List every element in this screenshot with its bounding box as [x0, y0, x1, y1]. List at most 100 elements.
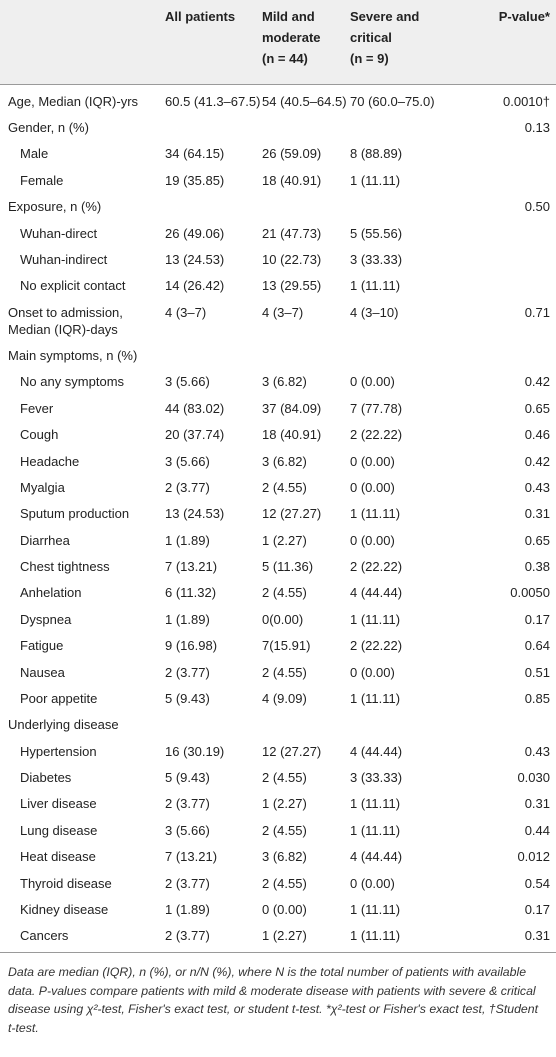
p-value: 0.46 — [524, 427, 550, 443]
row-label: Underlying disease — [8, 717, 119, 733]
header-line: Severe and — [350, 9, 420, 24]
cell: 0 (0.00) — [350, 374, 395, 390]
cell: 3 (5.66) — [165, 822, 210, 838]
cell: 3 (6.82) — [262, 849, 307, 865]
row: Exposure, n (%) 0.50 — [0, 194, 556, 220]
empty-cell — [262, 716, 350, 733]
cell: 1 (11.11) — [350, 506, 401, 522]
cell: 2 (3.77) — [165, 479, 210, 495]
p-value: 0.51 — [524, 664, 550, 680]
p-value: 0.17 — [524, 611, 550, 627]
row: Age, Median (IQR)-yrs 60.5 (41.3–67.5) 54 … — [0, 88, 556, 114]
sub-row: Diarrhea 1 (1.89) 1 (2.27) 0 (0.00) 0.65 — [0, 527, 556, 553]
sub-row: Chest tightness 7 (13.21) 5 (11.36) 2 (22.2… — [0, 553, 556, 579]
p-value: 0.17 — [524, 901, 550, 917]
cell: 1 (11.11) — [350, 822, 401, 838]
header-line: All patients — [165, 9, 236, 24]
row-label: Lung disease — [20, 822, 98, 838]
sub-row: Thyroid disease 2 (3.77) 2 (4.55) 0 (0.00) 0… — [0, 870, 556, 896]
table-header: All patients Mild and moderate (n = 44) Seve… — [0, 0, 556, 85]
sub-row: Female 19 (35.85) 18 (40.91) 1 (11.11) — [0, 167, 556, 193]
cell: 2 (3.77) — [165, 664, 210, 680]
header-line: moderate — [262, 30, 321, 45]
sub-row: Wuhan-indirect 13 (24.53) 10 (22.73) 3 (33.… — [0, 246, 556, 272]
cell: 10 (22.73) — [262, 251, 322, 267]
row: Main symptoms, n (%) — [0, 342, 556, 368]
row-label: Dyspnea — [20, 611, 72, 627]
cell: 5 (9.43) — [165, 690, 210, 706]
row-label: Heat disease — [20, 849, 96, 865]
cell: 3 (33.33) — [350, 770, 403, 786]
cell: 44 (83.02) — [165, 400, 225, 416]
row-label: Fatigue — [20, 638, 64, 654]
row-label: Age, Median (IQR)-yrs — [8, 93, 139, 109]
empty-cell — [350, 716, 447, 733]
p-value: 0.38 — [524, 559, 550, 575]
empty-cell — [262, 119, 350, 136]
cell: 3 (6.82) — [262, 453, 307, 469]
cell: 2 (22.22) — [350, 427, 403, 443]
header-cell: P-value* — [447, 6, 550, 84]
cell: 1 (11.11) — [350, 928, 401, 944]
row-label: Onset to admission, Median (IQR)-days — [8, 304, 123, 337]
row-label: Hypertension — [20, 743, 97, 759]
table-body: Age, Median (IQR)-yrs 60.5 (41.3–67.5) 54 … — [0, 85, 556, 953]
row-label: Headache — [20, 453, 80, 469]
cell: 1 (1.89) — [165, 901, 210, 917]
sub-row: Myalgia 2 (3.77) 2 (4.55) 0 (0.00) 0.43 — [0, 474, 556, 500]
cell: 4 (44.44) — [350, 585, 403, 601]
empty-cell — [447, 251, 550, 268]
cell: 26 (49.06) — [165, 225, 225, 241]
cell: 4 (44.44) — [350, 743, 403, 759]
row-label: Wuhan-direct — [20, 225, 98, 241]
row: Onset to admission, Median (IQR)-days 4 (… — [0, 299, 556, 342]
p-value: 0.71 — [524, 304, 550, 320]
empty-cell — [447, 225, 550, 242]
sub-row: Lung disease 3 (5.66) 2 (4.55) 1 (11.11) 0.4… — [0, 817, 556, 843]
sub-row: Cancers 2 (3.77) 1 (2.27) 1 (11.11) 0.31 — [0, 923, 556, 949]
cell: 7 (13.21) — [165, 849, 218, 865]
cell: 21 (47.73) — [262, 225, 322, 241]
row-label: Anhelation — [20, 585, 82, 601]
p-value: 0.43 — [524, 743, 550, 759]
sub-row: Poor appetite 5 (9.43) 4 (9.09) 1 (11.11) 0.… — [0, 685, 556, 711]
sub-row: Fever 44 (83.02) 37 (84.09) 7 (77.78) 0.65 — [0, 395, 556, 421]
cell: 7(15.91) — [262, 638, 311, 654]
cell: 4 (3–7) — [262, 304, 304, 320]
header-line: critical — [350, 30, 392, 45]
row-label: Poor appetite — [20, 690, 98, 706]
cell: 2 (4.55) — [262, 585, 307, 601]
sub-row: Headache 3 (5.66) 3 (6.82) 0 (0.00) 0.42 — [0, 448, 556, 474]
row-label: Cancers — [20, 928, 69, 944]
empty-cell — [165, 198, 262, 215]
p-value: 0.43 — [524, 479, 550, 495]
cell: 18 (40.91) — [262, 172, 322, 188]
cell: 2 (4.55) — [262, 479, 307, 495]
cell: 1 (2.27) — [262, 796, 307, 812]
header-line: (n = 9) — [350, 51, 389, 66]
sub-row: Male 34 (64.15) 26 (59.09) 8 (88.89) — [0, 141, 556, 167]
cell: 0(0.00) — [262, 611, 304, 627]
sub-row: No explicit contact 14 (26.42) 13 (29.55) 1… — [0, 273, 556, 299]
row: Underlying disease — [0, 712, 556, 738]
empty-cell — [447, 277, 550, 294]
p-value: 0.44 — [524, 822, 550, 838]
empty-cell — [262, 347, 350, 364]
sub-row: No any symptoms 3 (5.66) 3 (6.82) 0 (0.00) 0… — [0, 369, 556, 395]
cell: 4 (3–10) — [350, 304, 399, 320]
p-value: 0.65 — [524, 532, 550, 548]
p-value: 0.31 — [524, 506, 550, 522]
cell: 2 (4.55) — [262, 822, 307, 838]
cell: 7 (77.78) — [350, 400, 403, 416]
sub-row: Anhelation 6 (11.32) 2 (4.55) 4 (44.44) 0.00… — [0, 580, 556, 606]
header-blank — [8, 6, 165, 84]
cell: 5 (55.56) — [350, 225, 403, 241]
cell: 3 (6.82) — [262, 374, 307, 390]
empty-cell — [350, 198, 447, 215]
row-label: Chest tightness — [20, 559, 110, 575]
row-label: Exposure, n (%) — [8, 199, 102, 215]
cell: 34 (64.15) — [165, 146, 225, 162]
row-label: Female — [20, 172, 64, 188]
cell: 9 (16.98) — [165, 638, 218, 654]
